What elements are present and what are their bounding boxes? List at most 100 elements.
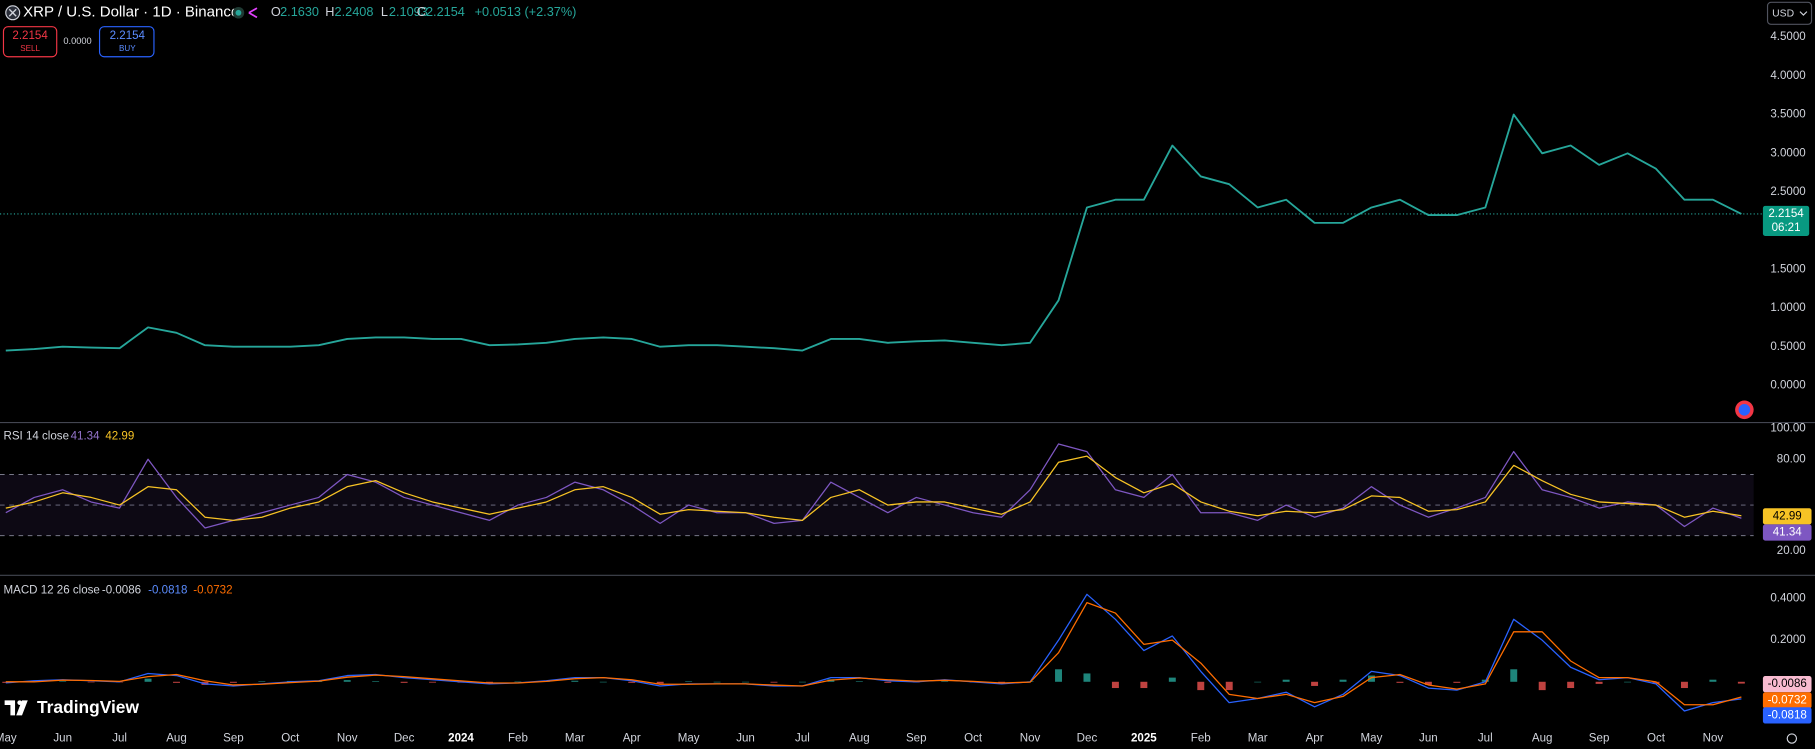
histogram-bar [1737,681,1745,684]
histogram-bar [1254,681,1262,683]
x-tick-label: Dec [1077,733,1098,745]
histogram-bar [1567,681,1575,689]
rsi-ma-tag-bg [1762,508,1812,525]
x-tick-label: Jun [736,733,755,745]
macd-hist-tag: -0.0086 [1768,678,1807,690]
x-tick-label: Mar [565,733,585,745]
y-tick-label: 0.5000 [1770,341,1805,353]
x-tick-label: Apr [1306,733,1324,745]
histogram-bar [1168,677,1176,682]
rsi-ma-tag: 42.99 [1773,510,1802,522]
histogram-bar [1083,673,1091,682]
histogram-bar [941,681,949,682]
symbol-title: XRP / U.S. Dollar · 1D · Binance [23,4,239,21]
x-tick-label: Jun [1419,733,1438,745]
histogram-bar [1111,681,1119,689]
histogram-bar [87,681,95,683]
histogram-bar [1538,681,1546,691]
histogram-bar [229,681,237,683]
plot-layer [0,113,1763,712]
x-tick-label: Sep [906,733,927,745]
histogram-bar [1225,681,1233,691]
buy-price: 2.2154 [110,30,146,42]
series-line [5,455,1742,521]
x-tick-label: Sep [1589,733,1610,745]
signal-tag-bg [1762,692,1812,709]
x-tick-label: May [678,733,700,745]
histogram-bar [1197,681,1205,691]
y-tick-label: 0.4000 [1770,593,1805,605]
x-tick-label: Feb [1191,733,1211,745]
countdown: 06:21 [1772,222,1801,234]
logo-text: TradingView [37,697,139,717]
rsi-title: RSI 14 close [3,430,69,442]
rsi-ma-legend-value: 42.99 [105,430,134,442]
signal-legend-value: -0.0732 [193,584,232,596]
histogram-bar [514,681,522,683]
status-dot [235,9,242,16]
ohlc-label: C [417,4,426,19]
x-tick-label: May [1361,733,1383,745]
histogram-bar [1396,681,1404,683]
histogram-bar [1453,681,1461,683]
histogram-bar [372,681,380,682]
histogram-bar [742,681,750,683]
share-icon[interactable] [248,7,258,19]
x-tick-label: Oct [281,733,300,745]
histogram-bar [599,681,607,683]
sell-price: 2.2154 [12,30,48,42]
y-tick-label: 3.5000 [1770,109,1805,121]
x-tick-label: Nov [337,733,358,745]
logo-dot [17,700,22,705]
histogram-bar [998,681,1006,683]
level-band [0,474,1754,536]
macd-tag-bg [1762,707,1812,724]
x-tick-label: Aug [1532,733,1553,745]
ohlc-label: O [271,4,281,19]
histogram-bar [1624,681,1632,683]
spread: 0.0000 [63,36,91,46]
settings-icon[interactable] [1786,733,1798,744]
x-tick-label: Jul [112,733,127,745]
price-tag: 2.2154 [1768,208,1804,220]
x-tick-label: Apr [623,733,641,745]
rsi-tag-bg [1762,524,1812,541]
y-tick-label: 0.2000 [1770,634,1805,646]
x-tick-label: Mar [1248,733,1268,745]
histogram-bar [1424,681,1432,685]
histogram-bar [1055,669,1062,682]
histogram-bar [1510,669,1518,682]
macd-title: MACD 12 26 close [3,584,99,596]
x-tick-label: Oct [964,733,983,745]
y-tick-label: 3.0000 [1770,147,1805,159]
x-tick-label: Jul [795,733,810,745]
x-tick-label: Nov [1703,733,1724,745]
histogram-bar [1140,681,1148,689]
x-tick-label: 2024 [448,733,474,745]
event-flag-inner [1738,404,1751,416]
macd-tag: -0.0818 [1768,709,1807,721]
ohlc-value: 2.1630 [280,4,319,19]
buy-button[interactable] [98,26,155,58]
y-tick-label: 20.00 [1777,545,1806,557]
histogram-bar [1595,681,1603,684]
sell-button[interactable] [2,26,58,58]
ohlc-value: 2.2154 [426,4,465,19]
change: +0.0513 (+2.37%) [475,4,577,19]
histogram-bar [713,681,721,683]
y-tick-label: 80.00 [1777,453,1806,465]
currency-button[interactable] [1766,1,1813,25]
x-tick-label: May [0,733,17,745]
x-tick-label: Nov [1020,733,1041,745]
x-tick-label: Aug [166,733,187,745]
histogram-bar [1282,679,1290,682]
histogram-bar [429,681,437,683]
histogram-bar [685,681,693,682]
histogram-bar [343,680,351,682]
histogram-bar [571,680,579,682]
histogram-bar [1311,681,1319,686]
overlay-layer: 0.0000 0.5000 1.0000 1.5000 2.5000 3.0000 3.50… [0,31,1812,745]
